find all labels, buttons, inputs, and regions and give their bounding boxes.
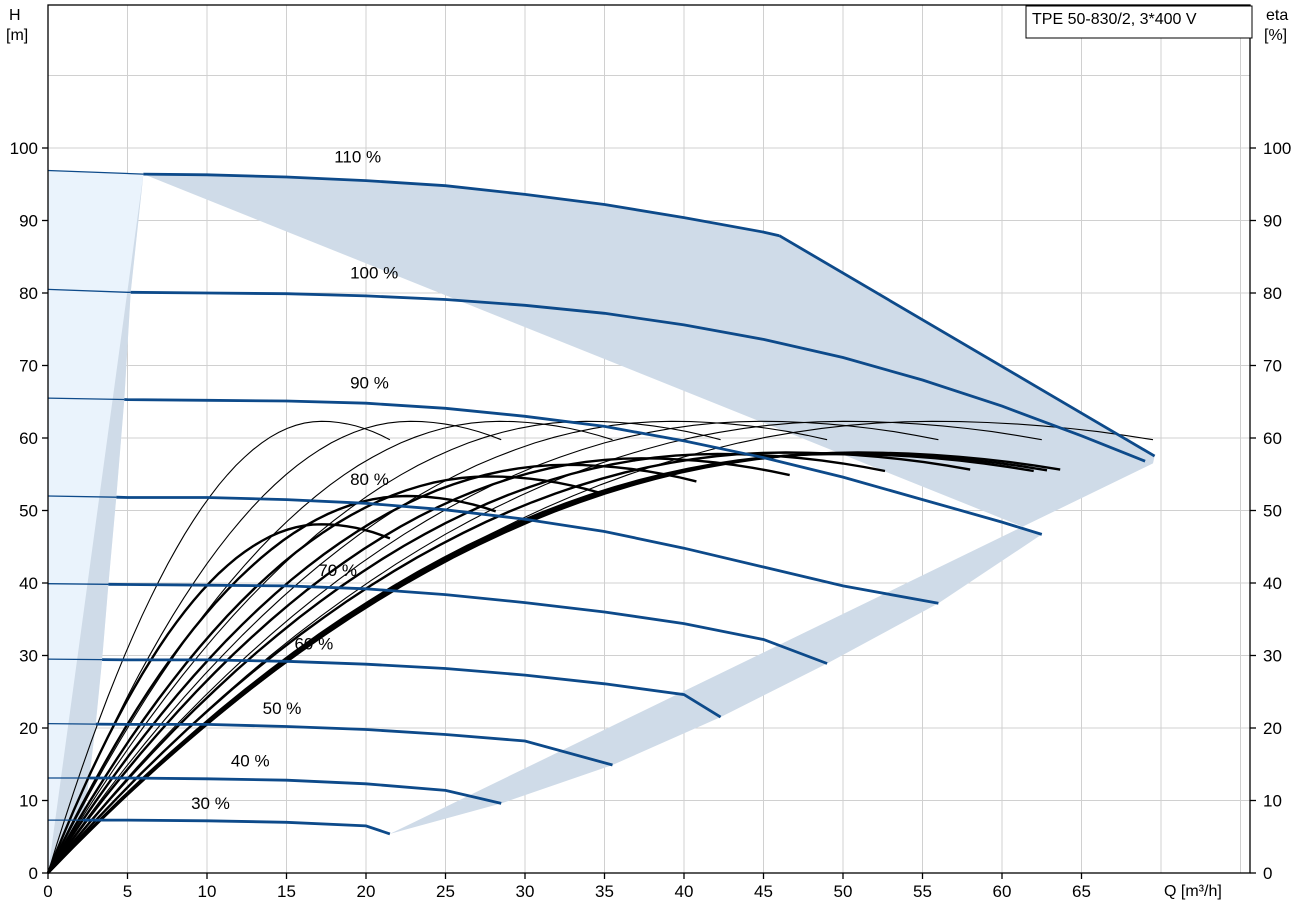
operating-area-fill xyxy=(48,174,1155,874)
x-tick-label: 60 xyxy=(993,882,1012,901)
head-curve-label: 30 % xyxy=(191,794,230,813)
x-tick-label: 35 xyxy=(595,882,614,901)
y-right-tick-label: 0 xyxy=(1263,864,1272,883)
head-curve-label: 40 % xyxy=(231,751,270,770)
x-tick-label: 65 xyxy=(1072,882,1091,901)
efficiency-curve-thin xyxy=(47,420,828,874)
efficiency-curve-thick xyxy=(46,463,697,874)
y-right-tick-label: 100 xyxy=(1263,139,1291,158)
head-curve-extension xyxy=(47,288,131,293)
y-left-tick-label: 100 xyxy=(10,139,38,158)
x-tick-label: 55 xyxy=(913,882,932,901)
head-curve xyxy=(130,290,1146,463)
x-tick-label: 5 xyxy=(123,882,132,901)
y-left-tick-label: 30 xyxy=(19,647,38,666)
head-curve xyxy=(143,172,780,238)
y-right-tick-label: 40 xyxy=(1263,574,1282,593)
plot-border xyxy=(47,4,1251,874)
head-curve-extension xyxy=(47,658,103,661)
y-left-title-line1: H xyxy=(9,7,21,24)
y-right-tick-label: 90 xyxy=(1263,212,1282,231)
y-left-tick-label: 90 xyxy=(19,212,38,231)
x-tick-label: 10 xyxy=(198,882,217,901)
head-curve xyxy=(116,495,939,605)
head-curve-extension xyxy=(47,583,109,585)
axis-labels: 110 % 100 % 90 % 80 % 70 % 60 % 50 % 40 % 30 % 0 5… xyxy=(10,139,1292,901)
efficiency-curve-thick xyxy=(47,457,790,874)
head-curve-label: 110 % xyxy=(334,148,381,167)
plot-frame xyxy=(42,4,1256,879)
y-left-tick-label: 60 xyxy=(19,429,38,448)
efficiency-curve-thick xyxy=(47,452,1034,874)
x-tick-label: 30 xyxy=(516,882,535,901)
y-right-tick-label: 10 xyxy=(1263,792,1282,811)
head-curve xyxy=(102,658,722,719)
y-right-title-line2: [%] xyxy=(1264,27,1287,44)
y-left-tick-label: 80 xyxy=(19,284,38,303)
low-flow-area xyxy=(48,170,144,873)
y-right-tick-label: 50 xyxy=(1263,502,1282,521)
y-right-tick-label: 60 xyxy=(1263,429,1282,448)
efficiency-curve-thin xyxy=(47,420,721,874)
x-tick-label: 20 xyxy=(357,882,376,901)
head-curve-extension xyxy=(47,722,96,725)
head-curve xyxy=(108,582,828,665)
y-left-tick-label: 40 xyxy=(19,574,38,593)
y-right-tick-label: 30 xyxy=(1263,647,1282,666)
head-curve xyxy=(95,722,613,767)
head-curve-extension xyxy=(47,495,117,498)
y-right-tick-label: 20 xyxy=(1263,719,1282,738)
legend-box: TPE 50-830/2, 3*400 V xyxy=(1025,5,1253,39)
head-curve-extension xyxy=(47,397,125,401)
x-tick-label: 50 xyxy=(834,882,853,901)
y-right-tick-label: 70 xyxy=(1263,357,1282,376)
head-curves xyxy=(47,169,1156,836)
head-curve xyxy=(83,818,391,836)
y-left-title-line2: [m] xyxy=(6,27,28,44)
y-left-tick-label: 20 xyxy=(19,719,38,738)
head-curve xyxy=(124,398,1043,536)
y-left-tick-label: 0 xyxy=(29,864,38,883)
x-tick-label: 25 xyxy=(436,882,455,901)
x-tick-label: 0 xyxy=(43,882,52,901)
head-curve-label: 80 % xyxy=(350,470,389,489)
head-curve-label: 60 % xyxy=(294,635,333,654)
head-curve-label: 70 % xyxy=(318,561,357,580)
efficiency-curve-thin xyxy=(47,420,613,874)
x-axis-title: Q [m³/h] xyxy=(1164,883,1222,900)
y-left-tick-label: 10 xyxy=(19,792,38,811)
head-curve-extension xyxy=(47,169,144,175)
power-limit-curve xyxy=(778,234,1156,458)
chart-title: TPE 50-830/2, 3*400 V xyxy=(1032,11,1197,28)
x-tick-label: 15 xyxy=(277,882,296,901)
y-left-tick-label: 50 xyxy=(19,502,38,521)
head-curve-label: 50 % xyxy=(263,699,302,718)
x-tick-label: 45 xyxy=(754,882,773,901)
head-curve xyxy=(89,776,502,805)
y-right-title-line1: eta xyxy=(1266,7,1288,24)
y-right-tick-label: 80 xyxy=(1263,284,1282,303)
head-curve-label: 100 % xyxy=(350,264,398,283)
operating-area xyxy=(48,170,1155,874)
efficiency-curve-thin xyxy=(47,420,391,874)
x-tick-label: 40 xyxy=(675,882,694,901)
y-left-tick-label: 70 xyxy=(19,357,38,376)
head-curve-label: 90 % xyxy=(350,374,389,393)
